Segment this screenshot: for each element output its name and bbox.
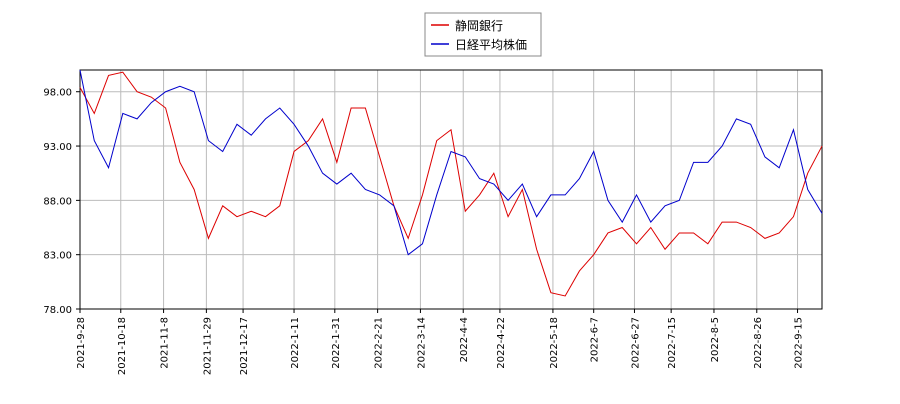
legend-label: 静岡銀行 (455, 19, 503, 33)
x-tick-label: 2022-3-14 (416, 317, 427, 369)
y-tick-label: 78.00 (43, 305, 72, 316)
x-tick-label: 2022-5-18 (549, 317, 560, 369)
y-tick-label: 88.00 (43, 196, 72, 207)
x-tick-label: 2022-4-22 (496, 317, 507, 369)
y-tick-label: 93.00 (43, 142, 72, 153)
x-tick-label: 2022-9-15 (794, 317, 805, 369)
x-tick-label: 2022-8-26 (753, 317, 764, 369)
y-tick-label: 83.00 (43, 251, 72, 262)
x-tick-label: 2022-1-31 (331, 317, 342, 369)
legend-box (424, 12, 542, 57)
x-tick-label: 2022-8-5 (710, 317, 721, 362)
x-tick-label: 2022-7-15 (667, 317, 678, 369)
legend-label: 日経平均株価 (455, 37, 527, 52)
x-tick-label: 2022-6-7 (590, 317, 601, 362)
x-tick-label: 2021-10-18 (117, 317, 128, 375)
x-tick-label: 2022-1-11 (290, 317, 301, 369)
x-tick-label: 2021-11-29 (202, 317, 213, 375)
x-tick-label: 2022-2-21 (374, 317, 385, 369)
x-tick-label: 2022-4-4 (459, 317, 470, 362)
series-line (79, 71, 823, 297)
x-tick-label: 2022-6-27 (630, 317, 641, 369)
plot-frame (79, 69, 823, 310)
x-tick-label: 2021-9-28 (76, 317, 87, 369)
x-tick-label: 2021-12-17 (239, 317, 250, 375)
series-line (79, 69, 823, 256)
y-tick-label: 98.00 (43, 88, 72, 99)
x-tick-label: 2021-11-8 (160, 317, 171, 369)
